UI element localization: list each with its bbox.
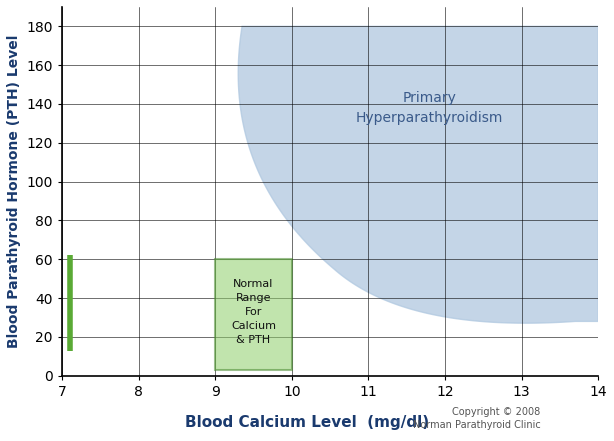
Y-axis label: Blood Parathyroid Hormone (PTH) Level: Blood Parathyroid Hormone (PTH) Level [7,35,21,348]
Polygon shape [238,26,598,323]
Text: Copyright © 2008
Norman Parathyroid Clinic: Copyright © 2008 Norman Parathyroid Clin… [413,407,540,430]
Text: Primary
Hyperparathyroidism: Primary Hyperparathyroidism [356,90,503,125]
Bar [216,259,292,370]
Text: Normal
Range
For
Calcium
& PTH: Normal Range For Calcium & PTH [231,279,276,345]
Text: Blood Calcium Level  (mg/dl): Blood Calcium Level (mg/dl) [185,415,429,430]
